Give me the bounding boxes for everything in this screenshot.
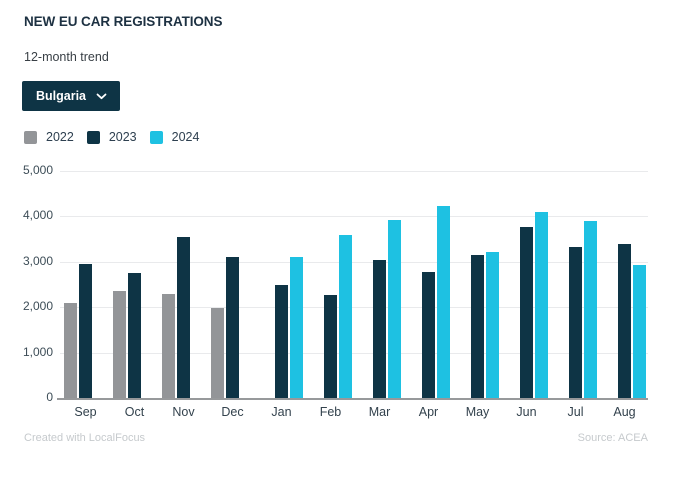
- bar-2022-nov[interactable]: [162, 294, 175, 398]
- bar-2023-aug[interactable]: [618, 243, 631, 398]
- x-axis-line: [57, 398, 648, 400]
- bar-2023-sep[interactable]: [79, 264, 92, 398]
- bar-group-feb: [308, 171, 353, 398]
- x-axis-label-nov: Nov: [172, 405, 195, 419]
- bar-2023-jan[interactable]: [275, 284, 288, 398]
- country-dropdown[interactable]: Bulgaria: [22, 81, 121, 111]
- legend-swatch-2024: [149, 130, 163, 144]
- bar-group-nov: [161, 171, 206, 398]
- x-axis-label-dec: Dec: [221, 405, 244, 419]
- bar-group-jul: [553, 171, 598, 398]
- x-axis-label-jan: Jan: [271, 405, 292, 419]
- y-axis-tick-label: 5,000: [22, 163, 53, 177]
- legend-item-2022: 2022: [24, 130, 74, 144]
- bar-2024-feb[interactable]: [339, 235, 352, 398]
- y-axis-tick-label: 0: [46, 390, 53, 404]
- x-axis-label-jun: Jun: [516, 405, 537, 419]
- credit-text: Created with LocalFocus: [24, 432, 146, 444]
- legend-swatch-2022: [24, 130, 37, 144]
- bar-group-aug: [602, 171, 647, 398]
- bar-2022-dec[interactable]: [211, 308, 224, 398]
- bar-2024-aug[interactable]: [633, 265, 646, 398]
- gridline: [60, 352, 648, 354]
- y-axis-tick-label: 3,000: [22, 253, 53, 268]
- x-axis-label-aug: Aug: [613, 405, 636, 419]
- gridline: [60, 216, 648, 218]
- legend-item-2023: 2023: [86, 130, 137, 144]
- legend-item-2024: 2024: [149, 130, 200, 144]
- bar-group-oct: [112, 171, 157, 398]
- bar-2024-mar[interactable]: [388, 220, 401, 398]
- bar-group-jun: [504, 171, 549, 398]
- bar-2023-may[interactable]: [471, 255, 484, 398]
- x-axis-label-sep: Sep: [74, 405, 97, 419]
- bar-2024-jul[interactable]: [584, 221, 597, 398]
- y-axis-tick-label: 2,000: [22, 299, 53, 314]
- bar-group-mar: [357, 171, 402, 398]
- bar-2024-may[interactable]: [486, 251, 499, 398]
- chart-title: NEW EU CAR REGISTRATIONS: [24, 14, 223, 29]
- bar-2023-dec[interactable]: [226, 256, 239, 398]
- x-axis-label-apr: Apr: [418, 405, 439, 419]
- gridline: [60, 261, 648, 263]
- source-text: Source: ACEA: [577, 432, 648, 444]
- bar-2024-apr[interactable]: [437, 206, 450, 398]
- y-axis-tick-label: 1,000: [22, 344, 53, 359]
- x-axis-label-oct: Oct: [124, 405, 145, 419]
- bar-2024-jun[interactable]: [535, 212, 548, 398]
- gridline: [60, 307, 648, 309]
- chart-subtitle: 12-month trend: [24, 50, 109, 64]
- bar-2023-nov[interactable]: [177, 236, 190, 398]
- bar-group-apr: [406, 171, 451, 398]
- legend: 2022 2023 2024: [24, 130, 199, 144]
- x-axis-label-mar: Mar: [368, 405, 391, 419]
- legend-label-2023: 2023: [108, 130, 137, 144]
- y-axis-tick-label: 4,000: [22, 208, 53, 223]
- bar-2023-jun[interactable]: [520, 227, 533, 398]
- bar-2022-sep[interactable]: [64, 302, 77, 398]
- x-axis-label-feb: Feb: [319, 405, 342, 419]
- bar-group-dec: [210, 171, 255, 398]
- x-axis-label-may: May: [465, 405, 490, 419]
- bar-2024-jan[interactable]: [290, 257, 303, 398]
- x-axis-label-jul: Jul: [567, 405, 584, 419]
- bar-2022-oct[interactable]: [113, 291, 126, 398]
- legend-label-2022: 2022: [46, 130, 74, 144]
- gridline: [60, 171, 648, 172]
- bar-group-sep: [63, 171, 108, 398]
- bar-2023-feb[interactable]: [324, 295, 337, 398]
- bar-2023-apr[interactable]: [422, 271, 435, 398]
- plot-area: [57, 171, 648, 400]
- country-dropdown-label: Bulgaria: [36, 89, 87, 103]
- bar-group-jan: [259, 171, 304, 398]
- bar-group-may: [455, 171, 500, 398]
- bar-2023-oct[interactable]: [128, 272, 141, 398]
- bar-2023-jul[interactable]: [569, 246, 582, 398]
- chevron-down-icon: [96, 93, 107, 99]
- legend-swatch-2023: [86, 130, 100, 144]
- legend-label-2024: 2024: [171, 130, 200, 144]
- bar-2023-mar[interactable]: [373, 259, 386, 398]
